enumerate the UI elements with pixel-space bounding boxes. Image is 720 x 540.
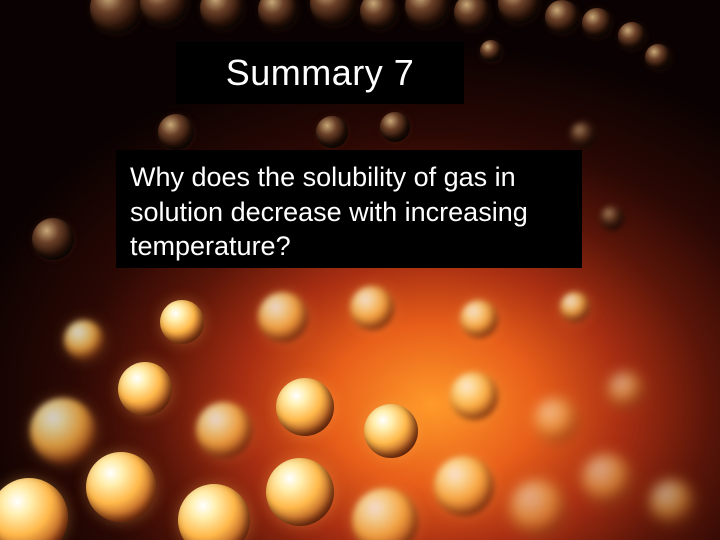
bubble xyxy=(64,320,104,360)
bubble xyxy=(316,116,348,148)
bubble xyxy=(582,454,632,504)
bubble xyxy=(196,402,252,458)
slide-title: Summary 7 xyxy=(226,52,415,94)
bubble xyxy=(600,206,624,230)
bubble xyxy=(266,458,334,526)
bubble xyxy=(645,44,671,70)
bubble xyxy=(200,0,244,30)
bubble xyxy=(434,456,494,516)
bubble xyxy=(450,372,498,420)
bubble xyxy=(258,292,308,342)
bubble xyxy=(310,0,356,26)
slide-body-text: Why does the solubility of gas in soluti… xyxy=(130,160,568,264)
bubble xyxy=(32,218,74,260)
bubble xyxy=(650,480,694,524)
bubble xyxy=(560,292,590,322)
slide: Summary 7 Why does the solubility of gas… xyxy=(0,0,720,540)
bubble xyxy=(140,0,188,26)
title-box: Summary 7 xyxy=(176,42,464,104)
bubble xyxy=(534,398,578,442)
bubble xyxy=(618,22,646,50)
body-box: Why does the solubility of gas in soluti… xyxy=(116,150,582,268)
bubble xyxy=(30,398,96,464)
bubble xyxy=(360,0,398,30)
bubble xyxy=(0,478,68,540)
bubble xyxy=(178,484,250,540)
bubble xyxy=(498,0,540,24)
bubble xyxy=(158,114,194,150)
bubble xyxy=(405,0,449,28)
bubble xyxy=(510,480,566,536)
bubble xyxy=(276,378,334,436)
bubble xyxy=(258,0,298,30)
bubble xyxy=(364,404,418,458)
bubble xyxy=(160,300,204,344)
bubble xyxy=(582,8,612,38)
bubble xyxy=(118,362,172,416)
bubble xyxy=(350,286,394,330)
bubble xyxy=(608,372,644,408)
bubble xyxy=(86,452,156,522)
bubble xyxy=(90,0,142,34)
bubble xyxy=(352,488,418,540)
bubble xyxy=(545,0,579,34)
bubble xyxy=(480,40,502,62)
bubble xyxy=(570,122,596,148)
bubble xyxy=(460,300,498,338)
bubble xyxy=(380,112,410,142)
bubble xyxy=(454,0,490,30)
